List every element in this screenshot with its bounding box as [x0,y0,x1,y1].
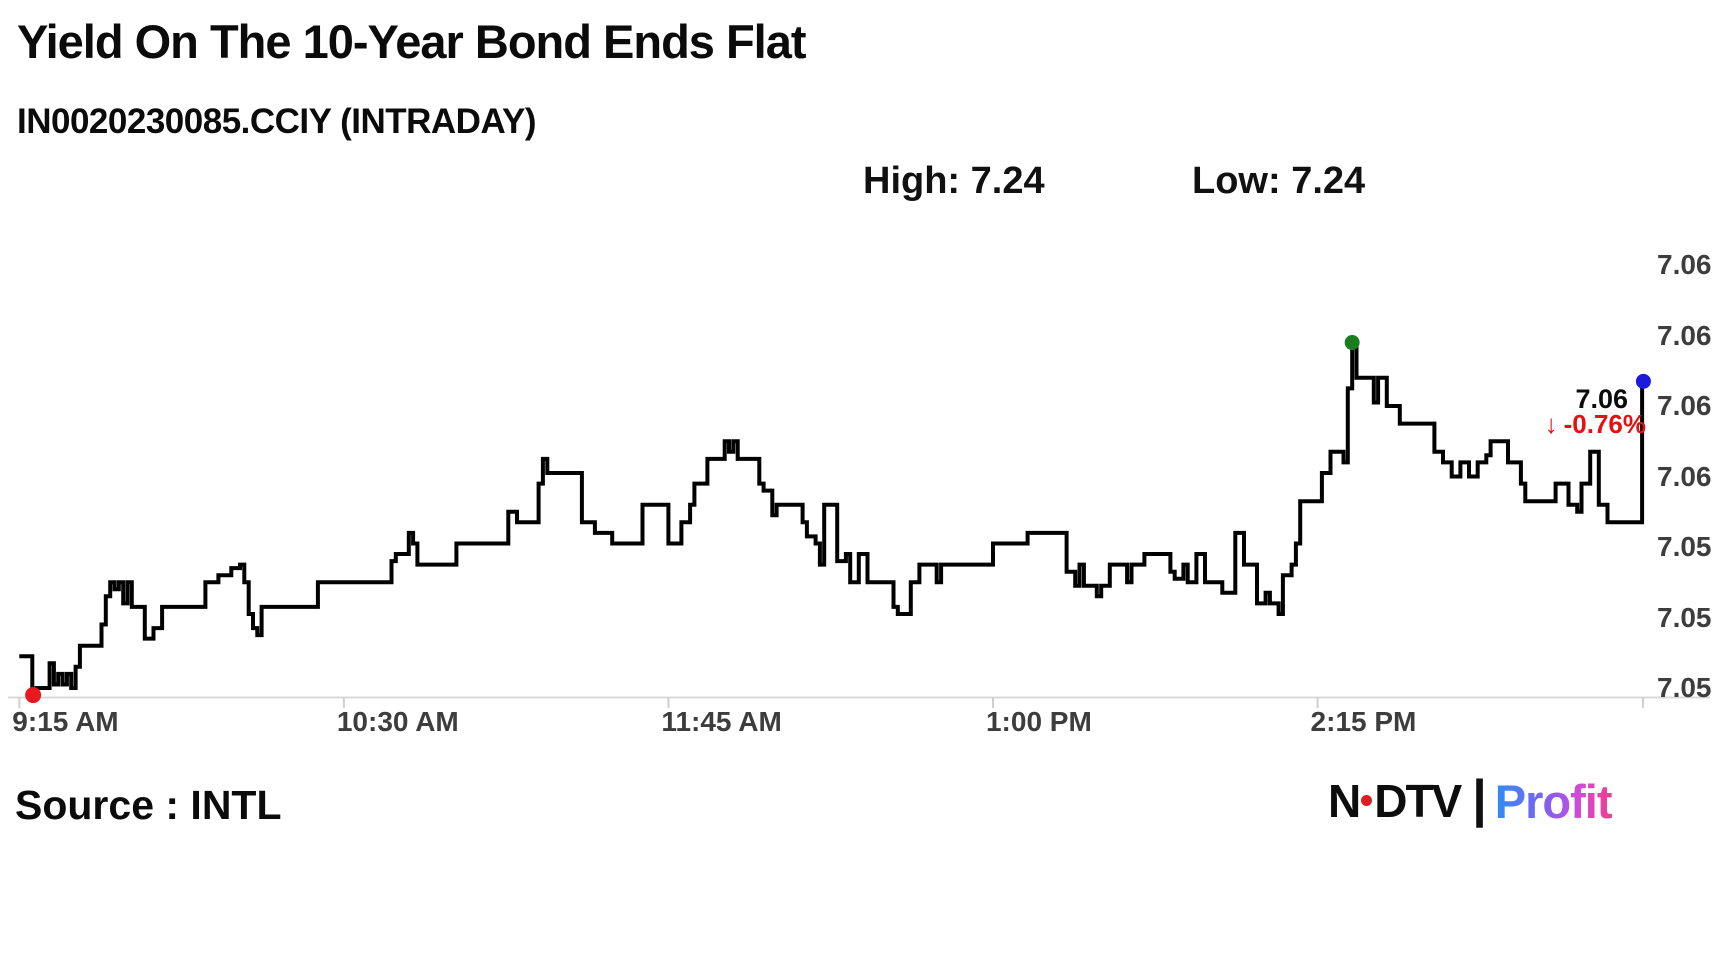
high-marker [1344,335,1360,351]
profit-logo: Profit [1494,774,1613,828]
change-label: ↓ -0.76% [1545,409,1646,440]
last-marker [1635,373,1651,389]
y-axis-tick-label: 7.06 [1657,460,1712,492]
y-axis-tick-label: 7.05 [1657,531,1712,562]
brand-logo: N DTV | Profit [1328,770,1613,828]
ndtv-logo: N DTV [1328,774,1462,828]
down-arrow-icon: ↓ [1544,409,1558,439]
last-value-label: 7.06 [1575,384,1628,414]
x-axis-tick-label: 2:15 PM [1310,706,1417,737]
x-axis-tick-label: 9:15 AM [12,706,119,737]
y-axis-tick-label: 7.06 [1657,390,1712,421]
y-axis-tick-label: 7.05 [1657,601,1712,633]
low-label: Low: 7.24 [1192,160,1366,202]
change-percent: -0.76% [1563,409,1646,439]
y-axis-tick-label: 7.05 [1657,672,1712,703]
ndtv-logo-n: N [1328,775,1361,827]
yield-step-line [19,344,1645,697]
logo-divider: | [1472,770,1487,828]
ndtv-logo-dtv: DTV [1374,775,1462,827]
x-axis-tick-label: 1:00 PM [985,706,1092,737]
instrument-label: IN0020230085.CCIY (INTRADAY) [17,102,537,141]
source-label: Source : INTL [15,782,282,828]
ndtv-red-dot-icon [1361,794,1373,806]
page-title: Yield On The 10-Year Bond Ends Flat [17,15,807,68]
x-axis-tick-label: 10:30 AM [336,706,459,737]
y-axis-tick-label: 7.06 [1657,319,1712,351]
open-marker [25,687,42,704]
high-label: High: 7.24 [863,160,1045,202]
x-axis-tick-label: 11:45 AM [661,706,782,737]
y-axis-tick-label: 7.06 [1657,249,1712,280]
